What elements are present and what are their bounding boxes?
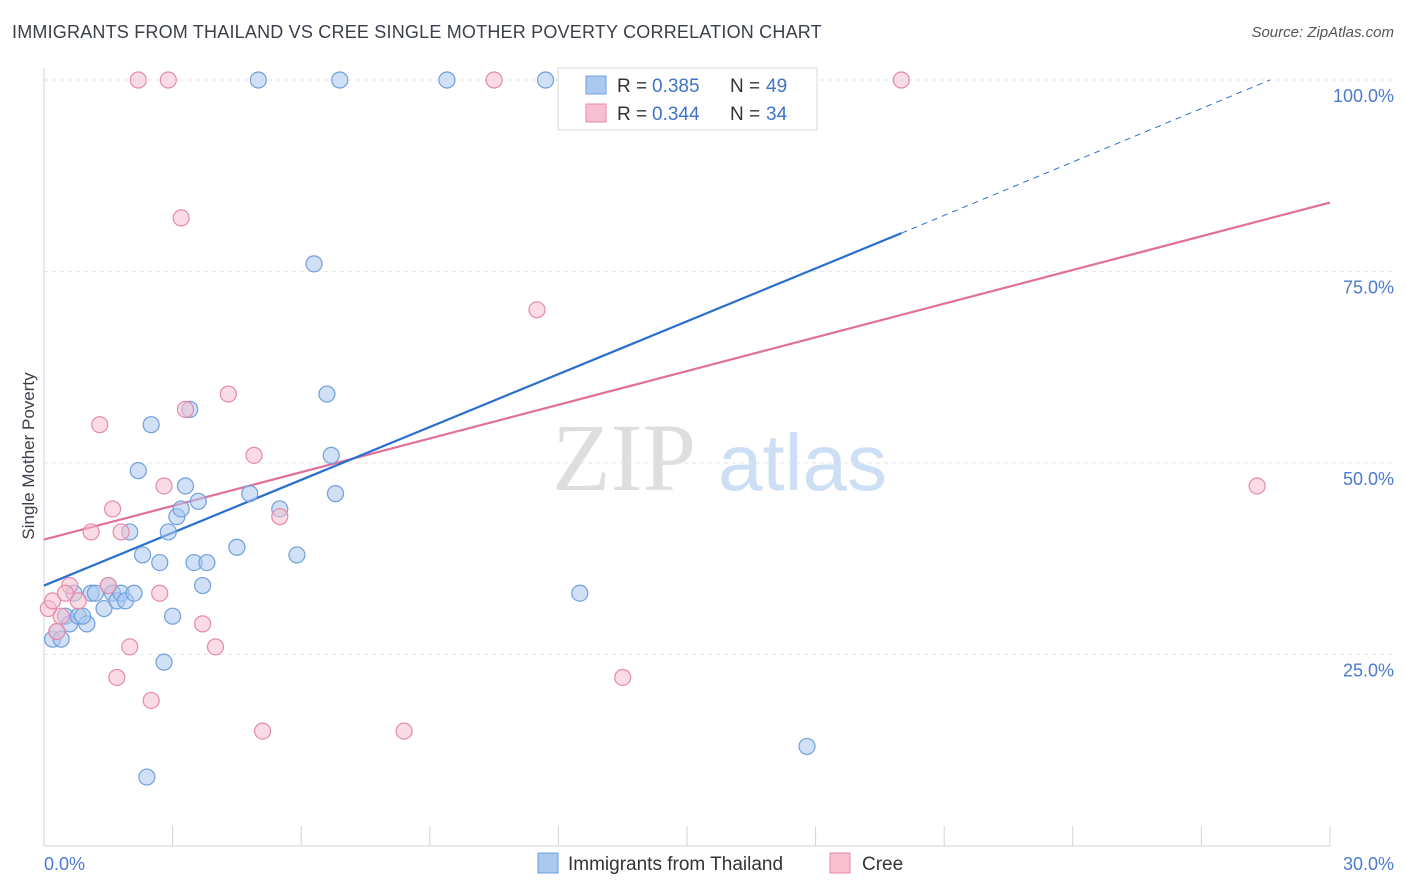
point-cree	[52, 607, 70, 625]
point-thailand	[228, 538, 246, 556]
x-tick-marks	[43, 826, 1331, 846]
point-thailand	[159, 523, 177, 541]
point-thailand	[133, 546, 152, 564]
legend-r-value-2: 0.344	[652, 104, 700, 125]
point-cree	[485, 71, 503, 89]
point-cree	[142, 691, 160, 710]
point-cree	[614, 668, 632, 687]
point-cree	[69, 592, 87, 610]
point-thailand	[305, 255, 323, 273]
y-tick-label-75: 75.0%	[1343, 278, 1394, 298]
point-cree	[219, 385, 237, 403]
legend-r-label-2: R =	[617, 104, 647, 125]
trend-line-thailand-extension	[901, 79, 1271, 234]
y-tick-label-25: 25.0%	[1343, 661, 1394, 681]
x-tick-label-min: 0.0%	[44, 854, 85, 874]
point-cree	[172, 209, 190, 227]
legend-n-value-1: 49	[766, 76, 787, 97]
legend-swatch-blue	[585, 75, 607, 95]
point-cree	[892, 71, 910, 89]
point-cree	[91, 416, 109, 434]
point-cree	[155, 477, 173, 495]
point-cree	[194, 615, 212, 633]
point-thailand	[129, 462, 147, 480]
point-cree	[395, 722, 413, 740]
stats-legend: R = 0.385 N = 49 R = 0.344 N = 34	[557, 67, 818, 131]
legend-n-value-2: 34	[766, 104, 788, 125]
point-thailand	[138, 768, 156, 786]
data-points	[39, 71, 1266, 786]
point-thailand	[125, 584, 143, 602]
point-thailand	[95, 599, 113, 618]
legend-n-label-2: N =	[730, 104, 760, 125]
point-thailand	[322, 446, 340, 464]
point-cree	[254, 722, 272, 740]
point-cree	[103, 500, 122, 518]
point-cree	[129, 71, 147, 89]
point-cree	[108, 668, 126, 687]
series-legend: Immigrants from Thailand Cree	[537, 852, 903, 875]
chart-title: IMMIGRANTS FROM THAILAND VS CREE SINGLE …	[12, 22, 822, 42]
trend-line-cree	[43, 201, 1331, 541]
point-thailand	[249, 71, 267, 89]
point-thailand	[198, 553, 216, 572]
point-thailand	[288, 546, 306, 564]
point-cree	[48, 622, 66, 641]
point-cree	[271, 508, 289, 526]
watermark-zip: ZIP	[552, 404, 696, 511]
point-thailand	[172, 500, 190, 518]
point-cree	[151, 584, 169, 602]
point-thailand	[331, 71, 349, 89]
point-cree	[206, 638, 225, 656]
series-legend-label-thailand: Immigrants from Thailand	[568, 854, 783, 875]
series-legend-swatch-thailand	[537, 852, 559, 874]
point-thailand	[73, 607, 92, 625]
point-cree	[245, 446, 263, 464]
point-cree	[99, 576, 117, 595]
point-thailand	[155, 653, 173, 671]
point-cree	[121, 638, 139, 656]
series-legend-label-cree: Cree	[862, 854, 903, 875]
point-thailand	[142, 416, 160, 434]
point-thailand	[536, 71, 555, 89]
point-thailand	[571, 584, 589, 602]
x-tick-label-max: 30.0%	[1343, 854, 1394, 874]
point-cree	[56, 584, 75, 602]
point-thailand	[151, 553, 169, 572]
point-cree	[1248, 477, 1266, 495]
point-cree	[159, 71, 177, 89]
point-thailand	[194, 576, 212, 595]
point-thailand	[164, 607, 182, 625]
point-cree	[112, 523, 130, 541]
point-thailand	[241, 485, 259, 503]
y-tick-labels: 25.0% 50.0% 75.0% 100.0%	[1333, 86, 1394, 681]
y-tick-label-100: 100.0%	[1333, 86, 1394, 106]
source-label: Source: ZipAtlas.com	[1251, 24, 1394, 41]
point-thailand	[86, 584, 105, 602]
point-thailand	[318, 385, 336, 403]
legend-r-label-1: R =	[617, 76, 647, 97]
point-cree	[176, 400, 195, 418]
point-cree	[82, 523, 100, 541]
trend-line-thailand	[43, 232, 902, 587]
point-thailand	[176, 477, 195, 495]
legend-r-value-1: 0.385	[652, 76, 700, 97]
trend-lines	[43, 79, 1331, 587]
legend-swatch-pink	[585, 103, 607, 123]
legend-n-label-1: N =	[730, 76, 760, 97]
y-axis-label: Single Mother Poverty	[19, 372, 38, 540]
point-cree	[528, 301, 546, 319]
point-thailand	[326, 485, 345, 503]
y-tick-label-50: 50.0%	[1343, 469, 1394, 489]
point-thailand	[438, 71, 456, 89]
watermark-atlas: atlas	[718, 418, 887, 507]
point-thailand	[189, 492, 207, 510]
point-cree	[43, 592, 62, 610]
point-thailand	[798, 737, 816, 756]
grid-lines	[44, 79, 1392, 655]
series-legend-swatch-cree	[829, 852, 851, 874]
